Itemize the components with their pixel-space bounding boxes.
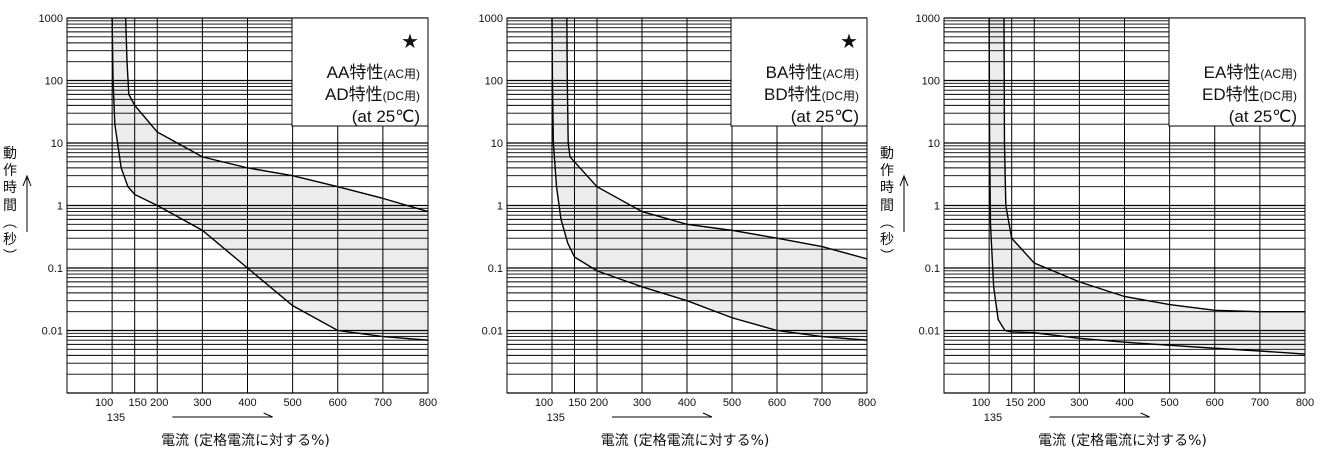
chart-panel-3: EA特性(AC用) ED特性(DC用) (at 25℃) 1000 100 10 1 0.1 0… (880, 13, 1314, 449)
legend-entry: (at 25℃) (352, 107, 420, 126)
y-tick-label: 0.01 (919, 326, 940, 338)
x-tick-label: 400 (238, 397, 256, 409)
x-tick-label: 800 (419, 397, 437, 409)
y-tick-label: 1000 (916, 13, 940, 25)
x-tick-label: 300 (633, 397, 651, 409)
x-axis-label: 電流 (定格電流に対する%) (601, 433, 770, 449)
legend-entry: BD特性(DC用) (764, 85, 859, 104)
legend-entry: BA特性(AC用) (766, 63, 859, 82)
y-tick-label: 100 (485, 76, 503, 88)
series-line-2 (124, 17, 429, 213)
x-tick-label: 100 (95, 397, 113, 409)
y-tick-label: 0.1 (48, 263, 63, 275)
y-tick-label: 1 (497, 201, 503, 213)
y-arrow-head (899, 174, 909, 187)
y-tick-label: 0.01 (482, 326, 503, 338)
legend-entry: AA特性(AC用) (327, 63, 420, 82)
x-tick-label: 150 (129, 397, 147, 409)
x-tick-label: 800 (1296, 397, 1314, 409)
x-arrow-head (702, 412, 713, 418)
legend-box (730, 17, 868, 127)
series-line-2 (1003, 17, 1305, 313)
operating-band (112, 18, 428, 341)
y-tick-label: 1 (57, 201, 63, 213)
operating-band (552, 18, 867, 341)
x-tick-label: 200 (150, 397, 168, 409)
x-arrow-head (1140, 412, 1150, 418)
x-tick-label: 800 (858, 397, 876, 409)
x-axis-label: 電流 (定格電流に対する%) (1038, 433, 1207, 449)
y-tick-label: 0.01 (42, 326, 63, 338)
x-tick-label: 150 (1006, 397, 1024, 409)
x-tick-label: 700 (374, 397, 392, 409)
star-marker: ★ (840, 29, 858, 53)
x-tick-label: 600 (1206, 397, 1224, 409)
y-tick-label: 1000 (39, 13, 63, 25)
x-tick-label: 200 (1027, 397, 1045, 409)
x-tick-label: 700 (1251, 397, 1269, 409)
series-line-2 (566, 17, 868, 260)
x-tick-label: 100 (535, 397, 553, 409)
y-tick-label: 1 (934, 201, 940, 213)
legend-box (1168, 17, 1306, 127)
plot-frame (943, 17, 1306, 394)
series-line-1 (551, 17, 868, 341)
plot-frame (506, 17, 868, 394)
y-tick-label: 1000 (479, 13, 503, 25)
x-tick-label: 500 (283, 397, 301, 409)
plot-frame (66, 17, 429, 394)
x-tick-label: 150 (568, 397, 586, 409)
x-tick-label: 600 (768, 397, 786, 409)
series-line-1 (988, 17, 1306, 355)
x-tick-label: 500 (1160, 397, 1178, 409)
x-tick-label: 300 (1070, 397, 1088, 409)
x-tick-label-135: 135 (547, 412, 565, 424)
y-tick-label: 10 (51, 138, 63, 150)
x-tick-label-135: 135 (107, 412, 125, 424)
x-tick-label: 100 (972, 397, 990, 409)
operating-band (989, 18, 1305, 355)
x-tick-label-135: 135 (984, 412, 1002, 424)
y-axis-label: 動作時間︵秒︶ (3, 146, 17, 265)
x-tick-label: 600 (329, 397, 347, 409)
legend-entry: (at 25℃) (791, 107, 859, 126)
y-axis-label: 動作時間︵秒︶ (880, 146, 894, 265)
y-tick-label: 10 (928, 138, 940, 150)
legend-entry: EA特性(AC用) (1204, 63, 1297, 82)
legend-entry: AD特性(DC用) (325, 85, 420, 104)
y-arrow-head (22, 174, 32, 187)
x-tick-label: 700 (813, 397, 831, 409)
y-tick-label: 0.1 (925, 263, 940, 275)
x-tick-label: 400 (678, 397, 696, 409)
chart-panel-2: ★ BA特性(AC用) BD特性(DC用) (at 25℃) 1000 100 10 1 0.1… (479, 13, 877, 449)
y-tick-label: 10 (491, 138, 503, 150)
legend-entry: ED特性(DC用) (1202, 85, 1297, 104)
x-tick-label: 300 (193, 397, 211, 409)
y-tick-label: 100 (45, 76, 63, 88)
legend-entry: (at 25℃) (1229, 107, 1297, 126)
y-tick-label: 0.1 (488, 263, 503, 275)
x-tick-label: 500 (723, 397, 741, 409)
x-tick-label: 400 (1115, 397, 1133, 409)
y-tick-label: 100 (922, 76, 940, 88)
chart-panel-1: ★ AA特性(AC用) AD特性(DC用) (at 25℃) 1000 100 10 1 0.1… (3, 13, 437, 449)
x-tick-label: 200 (590, 397, 608, 409)
x-axis-label: 電流 (定格電流に対する%) (161, 433, 330, 449)
series-line-1 (111, 17, 429, 341)
x-arrow-head (263, 412, 273, 418)
legend-box (291, 17, 429, 127)
star-marker: ★ (401, 29, 419, 53)
